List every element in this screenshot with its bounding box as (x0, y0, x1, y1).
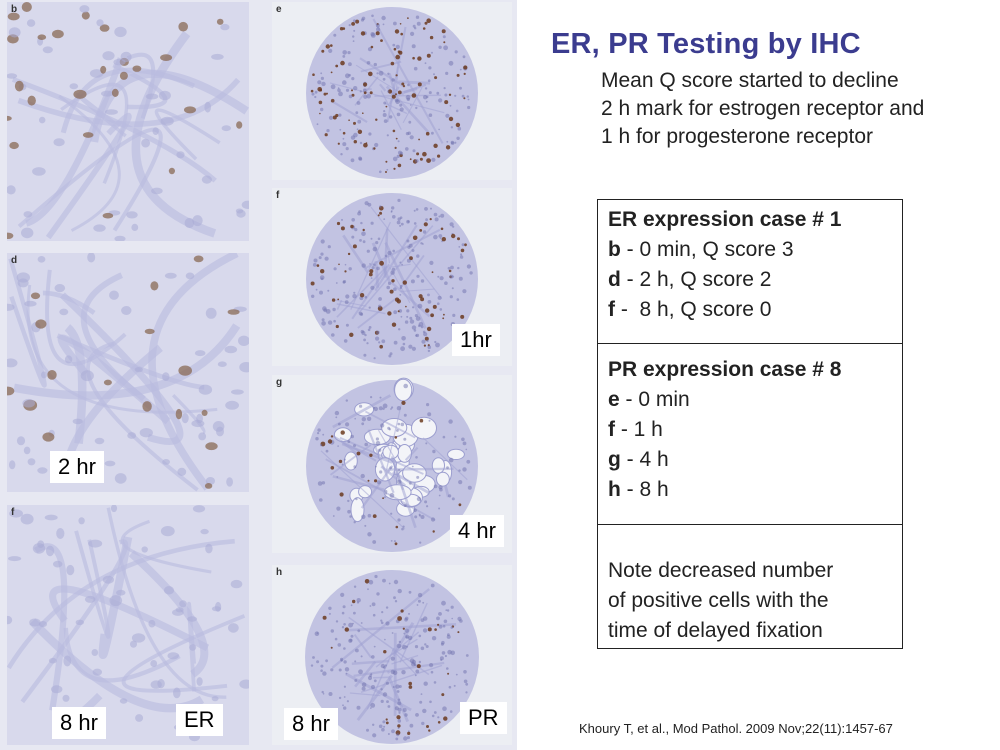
panel-letter-g: g (276, 377, 283, 388)
pr-heading: PR expression case # 8 (608, 358, 842, 381)
micrograph-panel-b: b (7, 2, 249, 241)
pr-item-text: - 4 h (620, 448, 669, 471)
panel-letter-b: b (11, 4, 18, 15)
micrograph-panel-g: g 4 hr (272, 375, 512, 553)
micrograph-texture (7, 2, 249, 241)
slide-title: ER, PR Testing by IHC (551, 28, 861, 60)
micrograph-panel-d: d 2 hr (7, 253, 249, 492)
time-label-8hr-er: 8 hr (52, 707, 106, 739)
er-item: d - 2 h, Q score 2 (608, 265, 902, 295)
note-line: Note decreased number (608, 559, 834, 582)
pr-item: e - 0 min (608, 385, 902, 415)
micrograph-texture (7, 505, 249, 742)
note-line: of positive cells with the (608, 589, 829, 612)
legend-box: ER expression case # 1 b - 0 min, Q scor… (597, 199, 903, 649)
pr-section: PR expression case # 8 e - 0 min f - 1 h… (598, 343, 902, 524)
tissue-core-texture (306, 7, 478, 179)
reference-citation: Khoury T, et al., Mod Pathol. 2009 Nov;2… (579, 721, 893, 736)
time-label-4hr: 4 hr (450, 515, 504, 547)
micrograph-panel-h: h 8 hr PR (272, 565, 512, 745)
panel-letter-f: f (276, 190, 280, 201)
marker-label-pr: PR (460, 702, 507, 734)
pr-item: f - 1 h (608, 415, 902, 445)
tissue-core-texture (306, 377, 478, 552)
micrograph-panel-f-pr: f 1hr (272, 188, 512, 366)
marker-label-er: ER (176, 704, 223, 736)
note-section: Note decreased number of positive cells … (598, 524, 902, 648)
subtitle-line: 2 h mark for estrogen receptor and (601, 97, 925, 120)
tissue-core-texture (305, 570, 479, 744)
pr-item: h - 8 h (608, 475, 902, 505)
micrograph-panel-f-er: f 8 hr ER (7, 505, 249, 745)
panel-letter-d: d (11, 255, 18, 266)
pr-item: g - 4 h (608, 445, 902, 475)
subtitle: Mean Q score started to decline 2 h mark… (601, 67, 924, 151)
pr-item-text: - 0 min (619, 388, 690, 411)
subtitle-line: Mean Q score started to decline (601, 69, 899, 92)
er-item-key: d (608, 268, 621, 291)
pr-item-key: g (608, 448, 621, 471)
er-section: ER expression case # 1 b - 0 min, Q scor… (598, 200, 902, 343)
tissue-core-texture (306, 193, 478, 365)
micrograph-panel-e: e (272, 2, 512, 180)
er-item: f - 8 h, Q score 0 (608, 295, 902, 325)
er-item-text: - 0 min, Q score 3 (620, 238, 794, 261)
panel-letter-f: f (11, 507, 15, 518)
pr-item-text: - 8 h (620, 478, 669, 501)
er-item-key: f (608, 298, 615, 321)
er-item-key: b (608, 238, 621, 261)
panel-letter-h: h (276, 567, 283, 578)
er-item-text: - 8 h, Q score 0 (615, 298, 772, 321)
pr-item-key: h (608, 478, 621, 501)
er-heading: ER expression case # 1 (608, 208, 842, 231)
er-item: b - 0 min, Q score 3 (608, 235, 902, 265)
subtitle-line: 1 h for progesterone receptor (601, 125, 873, 148)
time-label-8hr-pr: 8 hr (284, 708, 338, 740)
note-line: time of delayed fixation (608, 619, 823, 642)
time-label-1hr: 1hr (452, 324, 500, 356)
er-item-text: - 2 h, Q score 2 (620, 268, 772, 291)
pr-item-key: e (608, 388, 620, 411)
time-label-2hr: 2 hr (50, 451, 104, 483)
panel-letter-e: e (276, 4, 282, 15)
pr-item-key: f (608, 418, 615, 441)
pr-item-text: - 1 h (615, 418, 663, 441)
micrograph-texture (7, 253, 249, 492)
